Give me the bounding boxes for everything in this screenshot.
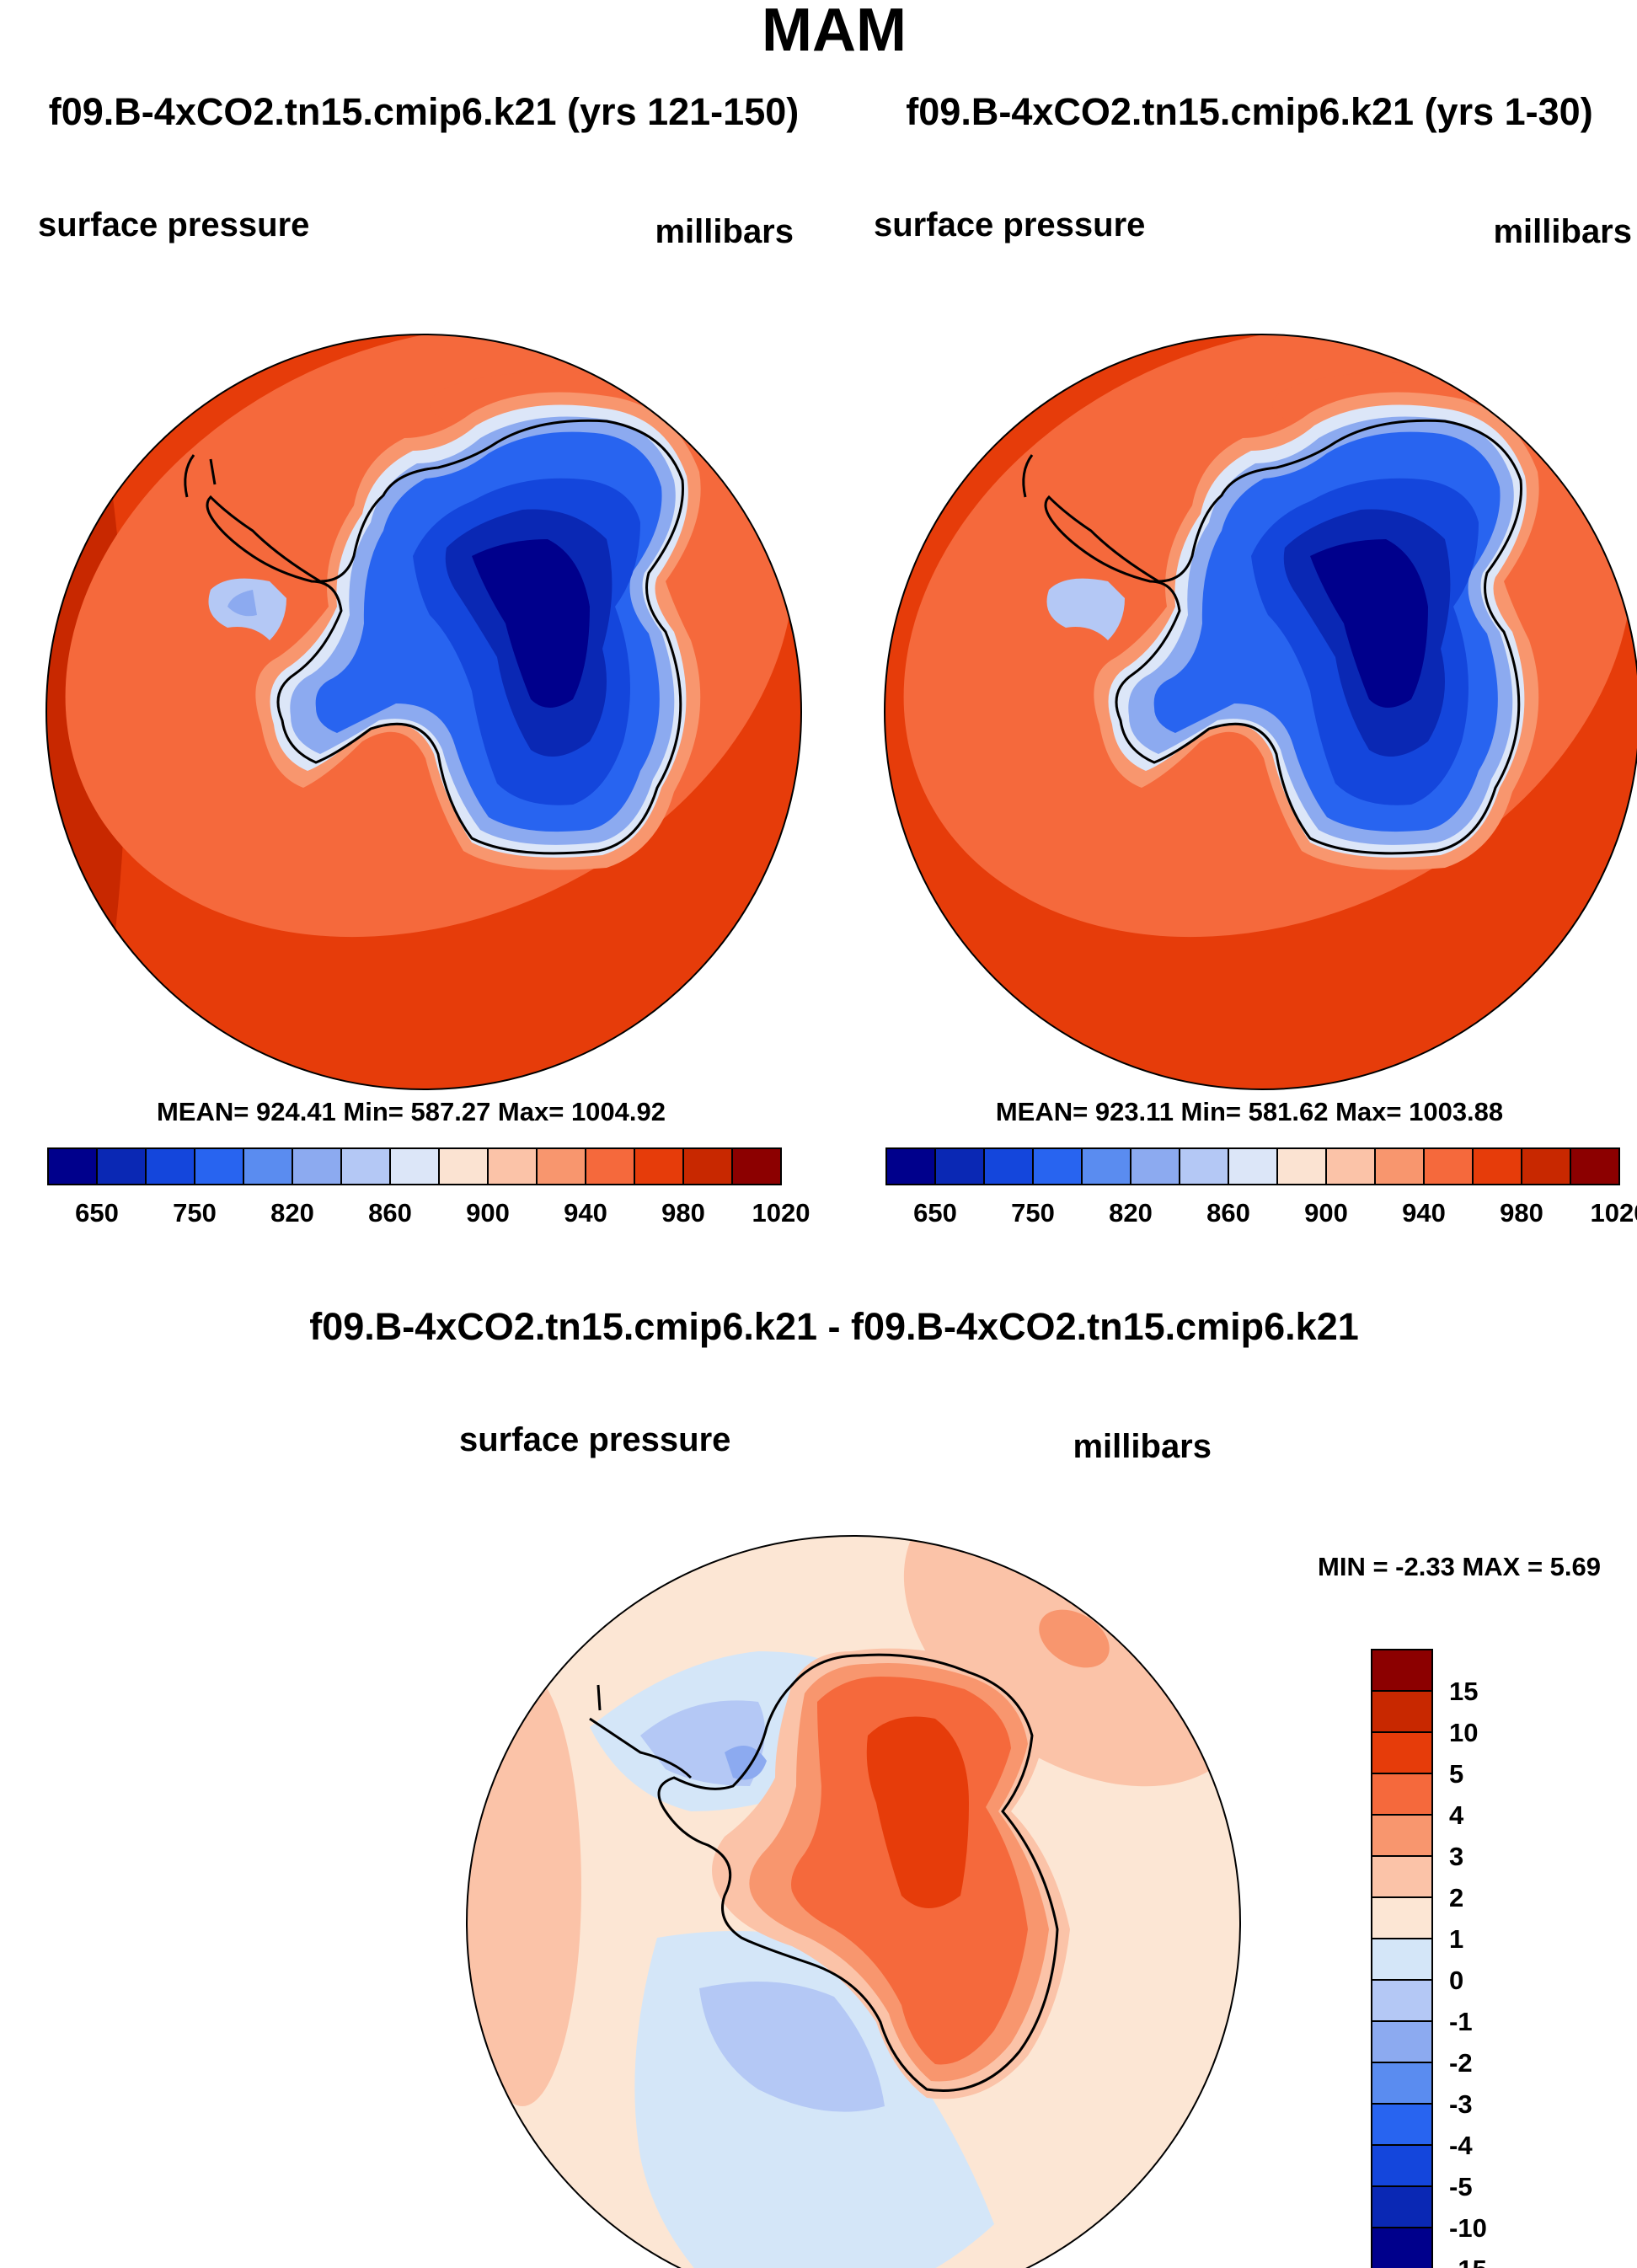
colorbar: 650 750 820 860 900 940 980 1020 — [47, 1147, 810, 1228]
polar-map — [45, 334, 802, 1090]
stats-line: MEAN= 923.11 Min= 581.62 Max= 1003.88 — [996, 1097, 1503, 1126]
colorbar-cell — [1325, 1147, 1376, 1185]
colorbar-cell — [1371, 1979, 1433, 2022]
colorbar-tick-label: 5 — [1449, 1759, 1463, 1789]
colorbar-tick-label: 940 — [1402, 1198, 1446, 1228]
colorbar-cell — [292, 1147, 342, 1185]
colorbar-cell — [1371, 2062, 1433, 2105]
panel-title: f09.B-4xCO2.tn15.cmip6.k21 (yrs 121-150) — [49, 90, 799, 133]
colorbar-cell — [1371, 1938, 1433, 1981]
units-label: millibars — [1493, 213, 1632, 250]
colorbar-cell — [1371, 2144, 1433, 2187]
colorbar-cell — [487, 1147, 538, 1185]
colorbar-tick-label: 1 — [1449, 1924, 1463, 1954]
colorbar-cell — [1276, 1147, 1327, 1185]
colorbar-tick-label: -10 — [1449, 2213, 1487, 2243]
colorbar: 650 750 820 860 900 940 980 1020 — [885, 1147, 1637, 1228]
colorbar-tick-label: 650 — [75, 1198, 119, 1228]
colorbar-cell — [1179, 1147, 1229, 1185]
colorbar-cell — [585, 1147, 635, 1185]
colorbar-cell — [1371, 1649, 1433, 1692]
colorbar-tick-label: 900 — [466, 1198, 510, 1228]
colorbar-cell — [682, 1147, 733, 1185]
colorbar-tick-label: 820 — [270, 1198, 314, 1228]
colorbar-cell — [1032, 1147, 1083, 1185]
colorbar-tick-label: 10 — [1449, 1718, 1478, 1747]
stats-line: MIN = -2.33 MAX = 5.69 — [1318, 1552, 1601, 1581]
colorbar-cell — [1472, 1147, 1522, 1185]
polar-map — [884, 334, 1637, 1090]
colorbar-cell — [194, 1147, 244, 1185]
colorbar-cell — [96, 1147, 147, 1185]
stats-line: MEAN= 924.41 Min= 587.27 Max= 1004.92 — [157, 1097, 666, 1126]
colorbar-tick-label: -5 — [1449, 2172, 1473, 2201]
colorbar-tick-label: 940 — [564, 1198, 607, 1228]
colorbar-cell — [634, 1147, 684, 1185]
colorbar-cell — [47, 1147, 98, 1185]
colorbar-tick-label: 4 — [1449, 1800, 1464, 1830]
colorbar-cell — [1371, 2020, 1433, 2063]
colorbar-cell — [438, 1147, 489, 1185]
colorbar-cell — [1371, 2185, 1433, 2228]
panel-title: f09.B-4xCO2.tn15.cmip6.k21 - f09.B-4xCO2… — [309, 1305, 1359, 1348]
colorbar-cell — [1371, 1814, 1433, 1857]
units-label: millibars — [1073, 1428, 1212, 1465]
colorbar-cell — [983, 1147, 1034, 1185]
colorbar-cell — [1130, 1147, 1180, 1185]
colorbar-tick-label: 750 — [1011, 1198, 1055, 1228]
panel-difference: f09.B-4xCO2.tn15.cmip6.k21 - f09.B-4xCO2… — [309, 1305, 1601, 2268]
colorbar-tick-label: 860 — [1206, 1198, 1250, 1228]
colorbar-tick-label: -1 — [1449, 2007, 1473, 2036]
colorbar-cell — [1371, 1855, 1433, 1898]
colorbar-tick-label: 2 — [1449, 1883, 1463, 1912]
colorbar-cell — [389, 1147, 440, 1185]
colorbar-tick-label: 750 — [173, 1198, 217, 1228]
colorbar-cell — [1371, 1690, 1433, 1733]
colorbar-tick-label: -4 — [1449, 2131, 1473, 2160]
colorbar-tick-label: 3 — [1449, 1842, 1463, 1871]
panel-right: f09.B-4xCO2.tn15.cmip6.k21 (yrs 1-30) su… — [874, 90, 1637, 1228]
colorbar-tick-label: -2 — [1449, 2048, 1473, 2078]
panel-title: f09.B-4xCO2.tn15.cmip6.k21 (yrs 1-30) — [906, 90, 1592, 133]
colorbar-tick-label: 820 — [1109, 1198, 1153, 1228]
panel-left: f09.B-4xCO2.tn15.cmip6.k21 (yrs 121-150)… — [38, 90, 810, 1228]
colorbar-cell — [1371, 1896, 1433, 1939]
colorbar-tick-label: 980 — [1500, 1198, 1543, 1228]
figure-title: MAM — [762, 0, 907, 64]
variable-label: surface pressure — [38, 206, 309, 243]
colorbar-cell — [934, 1147, 985, 1185]
colorbar-cell — [1228, 1147, 1278, 1185]
colorbar-cell — [1570, 1147, 1620, 1185]
colorbar-tick-label: 15 — [1449, 1677, 1478, 1706]
colorbar-cell — [1371, 1731, 1433, 1774]
colorbar-cell — [1081, 1147, 1131, 1185]
colorbar-cell — [731, 1147, 782, 1185]
colorbar-tick-label: 860 — [368, 1198, 412, 1228]
colorbar-cell — [1371, 1773, 1433, 1816]
colorbar-cell — [536, 1147, 586, 1185]
units-label: millibars — [655, 213, 794, 250]
colorbar-cell — [1521, 1147, 1571, 1185]
colorbar-tick-label: 1020 — [752, 1198, 810, 1228]
colorbar-cell — [885, 1147, 936, 1185]
colorbar-tick-label: 650 — [913, 1198, 957, 1228]
colorbar-tick-label: 0 — [1449, 1966, 1463, 1995]
colorbar-tick-label: -3 — [1449, 2089, 1473, 2119]
colorbar-tick-label: -15 — [1449, 2255, 1487, 2268]
colorbar-cell — [1371, 2227, 1433, 2268]
variable-label: surface pressure — [874, 206, 1145, 243]
polar-map — [466, 1535, 1241, 2268]
colorbar-cell — [145, 1147, 195, 1185]
colorbar-cell — [340, 1147, 391, 1185]
colorbar-tick-label: 900 — [1304, 1198, 1348, 1228]
colorbar-cell — [1371, 2103, 1433, 2146]
colorbar-tick-label: 980 — [661, 1198, 705, 1228]
variable-label: surface pressure — [459, 1421, 730, 1458]
colorbar-tick-label: 1020 — [1591, 1198, 1637, 1228]
colorbar-cell — [243, 1147, 293, 1185]
colorbar-cell — [1423, 1147, 1474, 1185]
colorbar-cell — [1374, 1147, 1425, 1185]
